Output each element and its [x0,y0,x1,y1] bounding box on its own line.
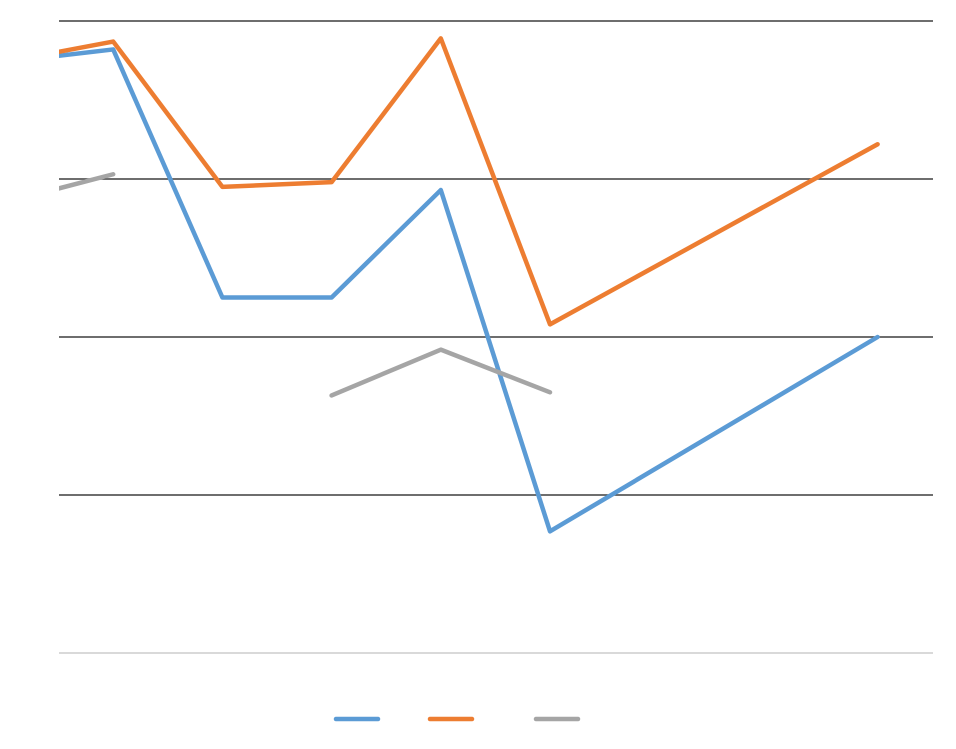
series-line-1 [59,47,880,534]
series-line-2 [59,36,880,327]
series-line-3 [59,172,116,191]
series-lines [59,36,880,534]
series-line-3 [329,347,553,398]
gridlines [59,20,933,654]
